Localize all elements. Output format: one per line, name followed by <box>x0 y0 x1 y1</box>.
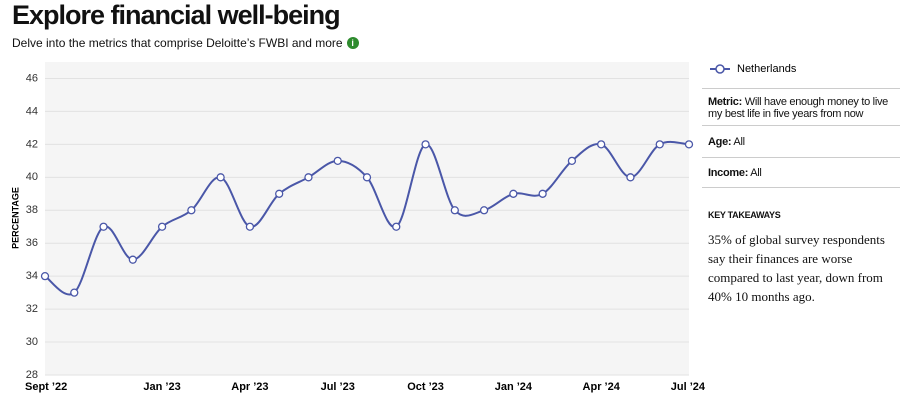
income-filter[interactable]: Income: All <box>708 167 894 179</box>
data-point <box>362 173 372 182</box>
y-tick-label: 42 <box>26 138 38 150</box>
plot-area <box>45 62 689 375</box>
data-point <box>421 140 430 149</box>
subtitle-text: Delve into the metrics that comprise Del… <box>12 36 343 50</box>
divider <box>702 125 900 126</box>
x-tick-label: Oct ’23 <box>407 381 444 393</box>
data-point <box>684 140 694 149</box>
income-label: Income: <box>708 167 749 179</box>
y-tick-label: 38 <box>26 204 38 216</box>
x-tick-label: Jan ’24 <box>495 381 533 393</box>
y-tick-label: 34 <box>26 270 38 282</box>
y-tick-label: 30 <box>26 336 38 348</box>
x-tick-label: Apr ’23 <box>231 381 268 393</box>
data-point <box>450 206 459 215</box>
data-point <box>99 222 108 231</box>
data-point <box>538 189 547 198</box>
data-point <box>40 272 50 281</box>
data-point <box>157 222 167 231</box>
page-title: Explore financial well-being <box>12 0 341 30</box>
data-point <box>216 173 225 182</box>
data-point <box>333 156 342 165</box>
data-point <box>304 173 313 182</box>
y-tick-label: 28 <box>26 369 38 381</box>
income-value: All <box>750 167 762 179</box>
data-point <box>655 140 664 149</box>
x-tick-label: Sept ’22 <box>25 381 67 393</box>
x-tick-label: Jan ’23 <box>143 381 180 393</box>
data-point <box>567 156 577 165</box>
age-label: Age: <box>708 136 732 148</box>
y-tick-label: 44 <box>26 105 38 117</box>
y-tick-label: 40 <box>26 171 38 183</box>
divider <box>702 187 900 188</box>
age-value: All <box>733 136 745 148</box>
data-point <box>275 189 284 198</box>
data-point <box>245 222 255 231</box>
metric-filter[interactable]: Metric: Will have enough money to live m… <box>708 96 894 120</box>
data-point <box>626 173 635 182</box>
y-tick-label: 46 <box>26 72 38 84</box>
takeaways-title: KEY TAKEAWAYS <box>708 210 781 220</box>
x-tick-label: Apr ’24 <box>583 381 621 393</box>
x-tick-label: Jul ’24 <box>671 381 706 393</box>
divider <box>702 88 900 89</box>
info-icon[interactable]: i <box>346 37 359 49</box>
data-point <box>70 288 79 297</box>
data-point <box>187 206 196 215</box>
metric-label: Metric: <box>708 96 742 108</box>
data-point <box>597 140 606 149</box>
subtitle: Delve into the metrics that comprise Del… <box>12 36 359 50</box>
legend-label[interactable]: Netherlands <box>737 63 797 75</box>
divider <box>702 157 900 158</box>
legend-marker <box>715 64 725 74</box>
y-tick-label: 32 <box>26 303 38 315</box>
takeaways-text: 35% of global survey respondents say the… <box>708 232 885 304</box>
data-point <box>479 206 489 215</box>
metric-value: Will have enough money to live my best l… <box>708 96 888 120</box>
age-filter[interactable]: Age: All <box>708 136 894 148</box>
y-axis-label: PERCENTAGE <box>10 187 20 249</box>
y-tick-label: 36 <box>26 237 38 249</box>
data-point <box>128 255 137 264</box>
data-point <box>509 189 518 198</box>
data-point <box>392 222 401 231</box>
x-tick-label: Jul ’23 <box>321 381 355 393</box>
